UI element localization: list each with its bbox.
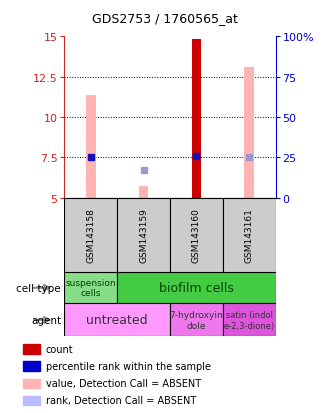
Bar: [64, 273, 117, 304]
Text: agent: agent: [31, 315, 61, 325]
Bar: [223, 304, 276, 337]
Text: satin (indol
e-2,3-dione): satin (indol e-2,3-dione): [223, 311, 275, 330]
Bar: [245, 68, 254, 198]
Text: rank, Detection Call = ABSENT: rank, Detection Call = ABSENT: [46, 395, 196, 405]
Bar: [170, 304, 223, 337]
Text: percentile rank within the sample: percentile rank within the sample: [46, 361, 211, 371]
Bar: [117, 198, 170, 273]
Bar: [117, 273, 276, 304]
Bar: [64, 304, 170, 337]
Text: cell type: cell type: [16, 283, 61, 293]
Bar: [170, 198, 223, 273]
Text: suspension
cells: suspension cells: [65, 278, 116, 298]
Bar: [23, 344, 40, 354]
Text: 7-hydroxyin
dole: 7-hydroxyin dole: [170, 311, 223, 330]
Bar: [23, 379, 40, 388]
Text: biofilm cells: biofilm cells: [159, 282, 234, 294]
Text: GSM143160: GSM143160: [192, 208, 201, 263]
Text: GSM143159: GSM143159: [139, 208, 148, 263]
Text: GSM143158: GSM143158: [86, 208, 95, 263]
Text: GSM143161: GSM143161: [245, 208, 254, 263]
Bar: [86, 96, 95, 198]
Text: value, Detection Call = ABSENT: value, Detection Call = ABSENT: [46, 378, 201, 388]
Text: count: count: [46, 344, 73, 354]
Bar: [23, 362, 40, 371]
Bar: [23, 396, 40, 405]
Text: untreated: untreated: [86, 313, 148, 327]
Bar: [192, 40, 201, 198]
Bar: [223, 198, 276, 273]
Bar: [64, 198, 117, 273]
Text: GDS2753 / 1760565_at: GDS2753 / 1760565_at: [92, 12, 238, 25]
Bar: [139, 186, 148, 198]
